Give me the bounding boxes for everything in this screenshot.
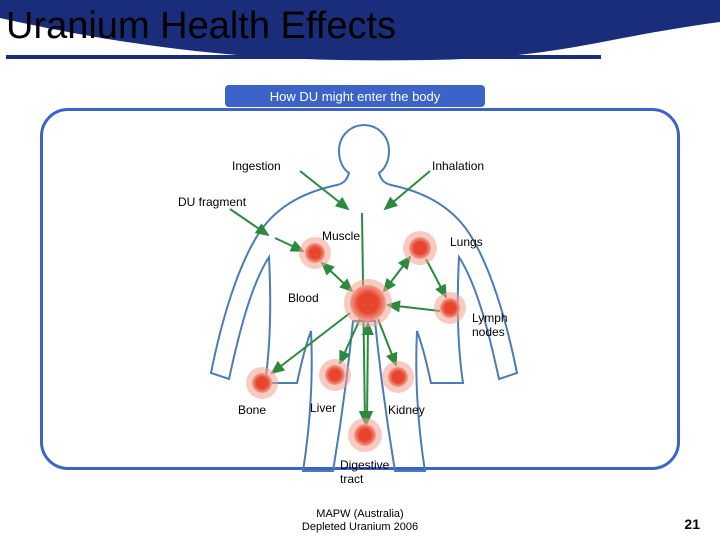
label-blood: Blood: [288, 291, 319, 305]
label-lungs: Lungs: [450, 235, 483, 249]
labels-layer: Muscle Lungs Blood Lymphnodes Bone Liver Kidne…: [170, 113, 550, 483]
page-title: Uranium Health Effects: [6, 5, 396, 48]
footer: MAPW (Australia) Depleted Uranium 2006: [0, 508, 720, 534]
footer-line2: Depleted Uranium 2006: [0, 521, 720, 534]
diagram-title: How DU might enter the body: [270, 89, 441, 104]
slide: Uranium Health Effects How DU might ente…: [0, 0, 720, 540]
label-du_fragment: DU fragment: [178, 195, 246, 209]
diagram: How DU might enter the body: [170, 85, 550, 480]
page-number: 21: [684, 516, 700, 532]
label-inhalation: Inhalation: [432, 159, 484, 173]
label-digestive: Digestivetract: [340, 458, 389, 486]
title-underline: [6, 55, 601, 59]
label-kidney: Kidney: [388, 403, 425, 417]
label-lymph: Lymphnodes: [472, 311, 508, 339]
label-bone: Bone: [238, 403, 266, 417]
footer-line1: MAPW (Australia): [0, 508, 720, 521]
label-muscle: Muscle: [322, 229, 360, 243]
title-band: Uranium Health Effects: [0, 0, 720, 75]
label-liver: Liver: [310, 401, 336, 415]
label-ingestion: Ingestion: [232, 159, 281, 173]
diagram-title-bar: How DU might enter the body: [225, 85, 485, 107]
